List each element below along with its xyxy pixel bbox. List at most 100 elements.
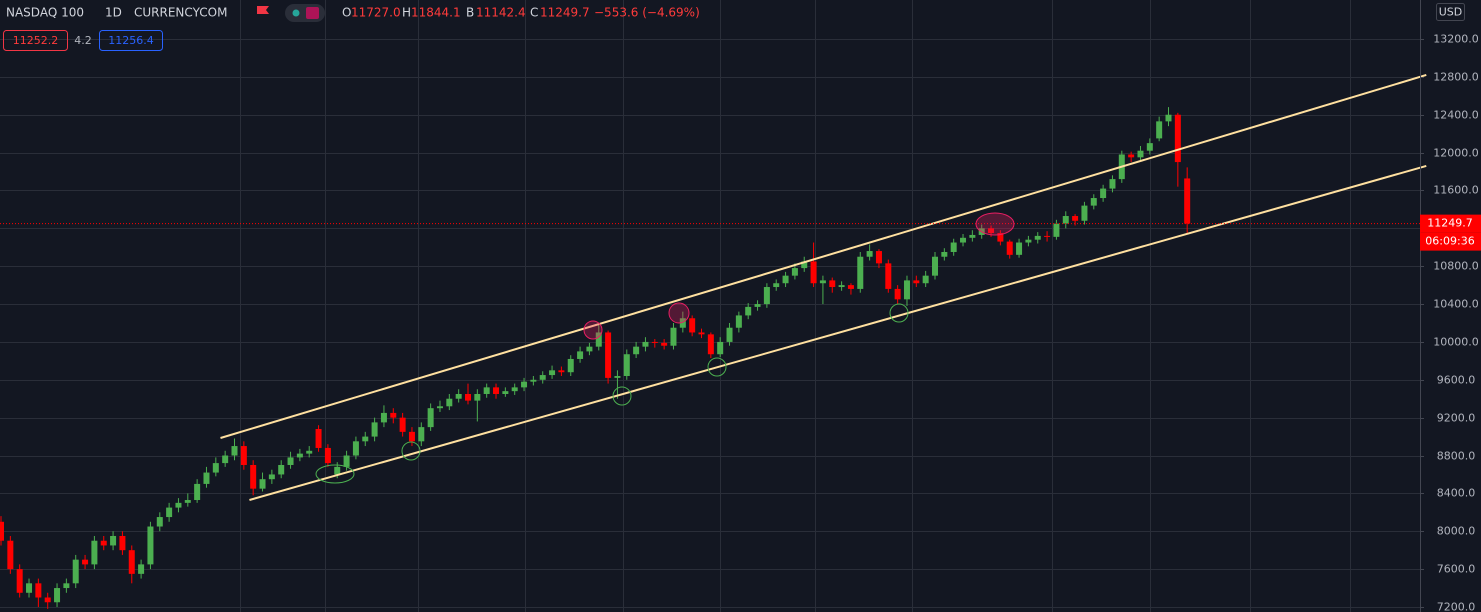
y-tick-label: 7600.0 xyxy=(1437,563,1476,576)
candle-body xyxy=(932,256,938,276)
candle-body xyxy=(91,540,98,565)
price-axis: 7200.0 7600.0 8000.0 8400.0 8800.0 9200.0 9600… xyxy=(1420,33,1481,612)
flag-icon xyxy=(257,6,269,14)
ask: 11256.4 xyxy=(108,34,154,47)
price-tag xyxy=(1420,214,1481,233)
candle-body xyxy=(960,237,967,243)
y-tick-label: 8000.0 xyxy=(1437,525,1476,538)
candle-body xyxy=(352,441,359,456)
candle-body xyxy=(1128,154,1135,158)
candle-body xyxy=(922,275,929,284)
candle-body xyxy=(250,464,257,489)
candle-body xyxy=(707,334,714,355)
candle-body xyxy=(577,351,584,359)
candle-body xyxy=(110,535,117,546)
candle-body xyxy=(184,500,191,503)
countdown: 06:09:36 xyxy=(1425,235,1474,248)
candle-body xyxy=(726,327,733,342)
candle-body xyxy=(296,453,303,458)
candle-body xyxy=(1109,179,1116,189)
bottom-marker xyxy=(889,303,909,323)
candle-body xyxy=(829,280,836,288)
candle-body xyxy=(1044,235,1051,237)
candle-body xyxy=(82,559,89,565)
candle-body xyxy=(390,412,397,418)
bid-box[interactable] xyxy=(3,30,68,51)
candle-body xyxy=(16,569,23,593)
candle-body xyxy=(586,346,593,352)
candle-body xyxy=(913,280,920,284)
o-label: O xyxy=(342,6,351,20)
candle-body xyxy=(502,391,509,394)
y-tick-label: 11600.0 xyxy=(1433,184,1479,197)
channel-line xyxy=(249,164,1427,501)
high-value: 11844.1 xyxy=(411,6,461,20)
close-value: 11249.7 xyxy=(540,6,590,20)
channel-line xyxy=(220,74,1427,439)
bid: 11252.2 xyxy=(13,34,59,47)
candle-body xyxy=(1156,121,1163,139)
candle-body xyxy=(969,234,976,238)
candle-body xyxy=(1016,242,1023,255)
h-label: H xyxy=(402,6,411,20)
candle-body xyxy=(268,474,275,480)
candle-body xyxy=(418,427,425,442)
bottom-marker xyxy=(612,386,632,406)
candle-body xyxy=(334,466,341,475)
y-tick-label: 12800.0 xyxy=(1433,71,1479,84)
candle-body xyxy=(278,464,285,475)
ask-box[interactable] xyxy=(99,30,163,51)
candle-body xyxy=(717,341,724,355)
candle-body xyxy=(156,517,163,527)
y-tick-label: 10800.0 xyxy=(1433,260,1479,273)
candle-body xyxy=(7,540,14,570)
candle-body xyxy=(857,256,864,289)
candle-body xyxy=(997,233,1004,242)
status-icon xyxy=(306,7,319,19)
price-tag-label: 11249.7 xyxy=(1427,217,1473,230)
candle-body xyxy=(1090,198,1097,206)
candle-body xyxy=(819,280,826,284)
change-value: −553.6 (−4.69%) xyxy=(594,6,700,20)
candle-body xyxy=(1006,241,1013,255)
low-value: 11142.4 xyxy=(476,6,526,20)
candle-body xyxy=(465,393,471,401)
interval: 1D xyxy=(105,6,122,20)
candle-body xyxy=(894,288,901,300)
bottom-marker xyxy=(315,464,355,484)
candle-body xyxy=(54,588,61,603)
candle-body xyxy=(408,431,415,442)
candle-body xyxy=(539,375,546,380)
candle-body xyxy=(903,280,910,300)
candle-body xyxy=(875,251,882,264)
candle-body xyxy=(773,283,780,288)
candle-body xyxy=(745,306,752,316)
candle-body xyxy=(315,429,322,448)
candle-body xyxy=(203,472,210,484)
candle-body xyxy=(838,285,845,288)
candle-body xyxy=(595,332,602,347)
candle-body xyxy=(362,436,369,442)
candle-body xyxy=(1184,178,1191,224)
source: CURRENCYCOM xyxy=(134,6,227,20)
candle-body xyxy=(100,540,107,546)
candle-body xyxy=(605,332,612,378)
y-tick-label: 12000.0 xyxy=(1433,147,1479,160)
currency-box[interactable] xyxy=(1436,3,1465,21)
candle-body xyxy=(754,304,761,307)
candle-body xyxy=(493,387,500,394)
candle-body xyxy=(1146,143,1153,151)
candle-body xyxy=(530,379,537,382)
candle-body xyxy=(1053,223,1060,237)
candle-body xyxy=(782,275,789,284)
candle-body xyxy=(371,422,378,437)
candle-body xyxy=(63,583,70,589)
candle-body xyxy=(324,447,331,464)
candle-body xyxy=(1174,114,1181,163)
candle-body xyxy=(147,526,154,565)
candle-body xyxy=(0,521,4,541)
time-grid xyxy=(0,0,1420,612)
y-tick-label: 10400.0 xyxy=(1433,298,1479,311)
candle-body xyxy=(866,251,873,257)
